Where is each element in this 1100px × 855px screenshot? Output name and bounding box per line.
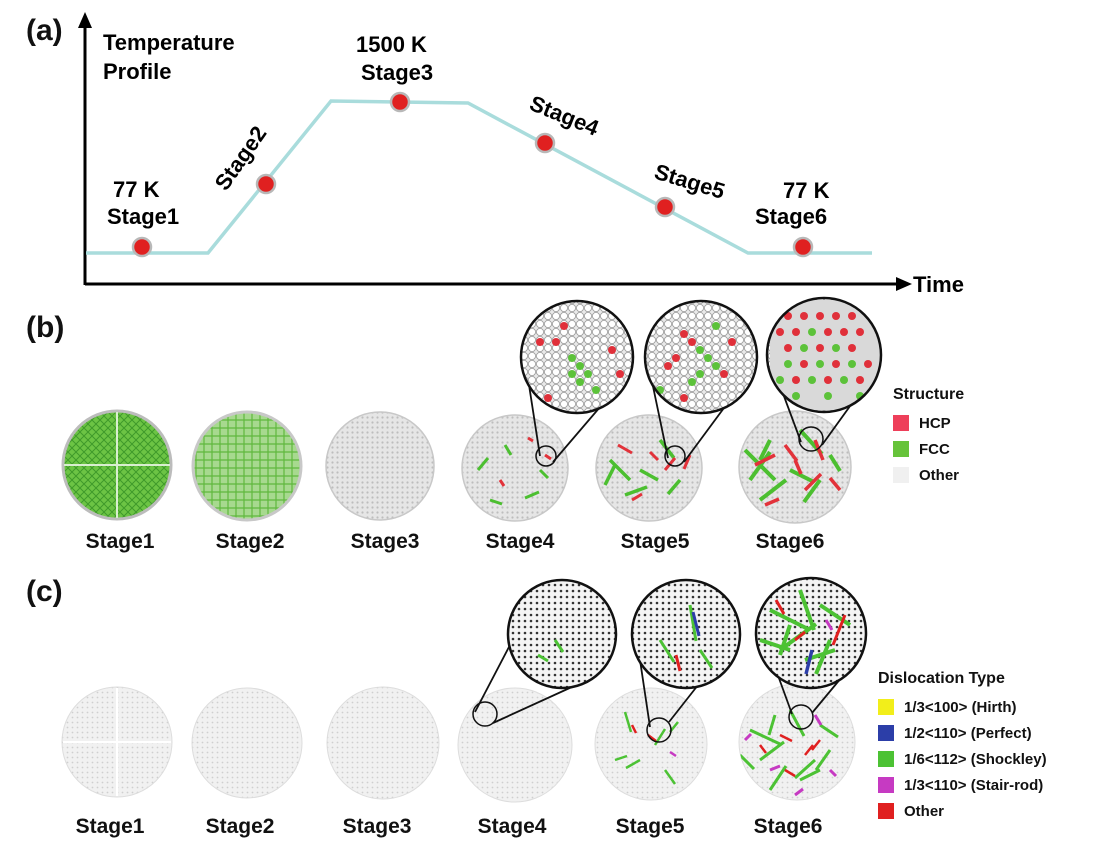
stage3-temp: 1500 K xyxy=(356,32,427,57)
stage5-dislocation-zoom-region xyxy=(646,717,672,743)
legend-label: HCP xyxy=(919,414,951,432)
dislocation-legend: Dislocation Type 1/3<100> (Hirth) 1/2<11… xyxy=(878,670,1047,824)
other-dislocation-swatch xyxy=(878,803,894,819)
legend-item-hcp: HCP xyxy=(893,410,964,436)
legend-label: 1/2<110> (Perfect) xyxy=(904,724,1032,742)
structure-sphere-stage5 xyxy=(595,414,703,522)
stage2-point xyxy=(255,173,277,195)
stage6-dislocation-zoom-region xyxy=(788,704,814,730)
panel-label-a: (a) xyxy=(26,14,63,47)
stage3-point xyxy=(389,91,411,113)
time-axis-label: Time xyxy=(913,272,964,297)
stage6-defects xyxy=(743,428,842,507)
panel-label-c: (c) xyxy=(26,575,63,608)
structure-spheres xyxy=(61,296,883,524)
legend-item-other: Other xyxy=(893,462,964,488)
profile-title-line1: Temperature xyxy=(103,30,235,55)
structure-stage-label: Stage1 xyxy=(85,530,155,553)
dislocation-sphere-stage3 xyxy=(326,686,440,800)
stage1-point xyxy=(131,236,153,258)
legend-item-other-dislocation: Other xyxy=(878,798,1047,824)
stage6-dislocations xyxy=(739,709,839,797)
structure-legend-title: Structure xyxy=(893,386,965,403)
dislocation-stage-label: Stage3 xyxy=(342,815,412,838)
stage6-temp: 77 K xyxy=(783,178,830,203)
structure-zoom-stage6 xyxy=(765,296,883,414)
temperature-curve xyxy=(86,99,872,255)
stage6-label: Stage6 xyxy=(755,204,827,229)
structure-stage-label: Stage2 xyxy=(215,530,285,553)
temperature-profile-plot: Temperature Profile Time 77 K Stage1 Sta… xyxy=(78,12,964,297)
structure-stage-label: Stage4 xyxy=(485,530,555,553)
structure-stage-label: Stage6 xyxy=(755,530,825,553)
other-swatch xyxy=(893,467,909,483)
dislocation-zoom-stage5 xyxy=(630,578,742,690)
hcp-swatch xyxy=(893,415,909,431)
stage4-zoom-region xyxy=(535,445,557,467)
dislocation-stage-label: Stage5 xyxy=(615,815,685,838)
dislocation-legend-title: Dislocation Type xyxy=(878,670,1005,687)
stage1-label: Stage1 xyxy=(107,204,179,229)
structure-zoom-stage5 xyxy=(643,299,759,415)
legend-label: 1/3<100> (Hirth) xyxy=(904,698,1017,716)
legend-label: 1/3<110> (Stair-rod) xyxy=(904,776,1044,794)
legend-label: Other xyxy=(904,802,945,820)
stage3-label: Stage3 xyxy=(361,60,433,85)
dislocation-stage-label: Stage1 xyxy=(75,815,145,838)
stage4-dislocation-zoom-region xyxy=(472,701,498,727)
y-axis-arrow xyxy=(78,12,92,28)
hirth-swatch xyxy=(878,699,894,715)
stage1-temp: 77 K xyxy=(113,177,160,202)
profile-title-line2: Profile xyxy=(103,59,171,84)
stage4-defects xyxy=(476,436,552,506)
structure-zoom-stage4 xyxy=(519,299,635,415)
stage5-dislocations xyxy=(614,711,679,785)
legend-label: 1/6<112> (Shockley) xyxy=(904,750,1047,768)
dislocation-stage-label: Stage2 xyxy=(205,815,275,838)
dislocation-sphere-stage6 xyxy=(738,683,856,801)
dislocation-sphere-stage5 xyxy=(594,687,708,801)
legend-label: Other xyxy=(919,466,960,484)
legend-item-hirth: 1/3<100> (Hirth) xyxy=(878,694,1047,720)
shockley-swatch xyxy=(878,751,894,767)
structure-sphere-stage4 xyxy=(461,414,569,522)
structure-sphere-stage2 xyxy=(191,410,303,522)
dislocation-zoom-stage4 xyxy=(506,578,618,690)
stage5-point xyxy=(654,196,676,218)
dislocation-stage-label: Stage4 xyxy=(477,815,547,838)
legend-label: FCC xyxy=(919,440,950,458)
zoom-connector xyxy=(639,659,651,728)
stage-points xyxy=(131,91,814,258)
dislocation-spheres xyxy=(61,576,868,803)
dislocation-sphere-stage2 xyxy=(191,687,303,799)
panel-label-b: (b) xyxy=(26,311,65,344)
legend-item-perfect: 1/2<110> (Perfect) xyxy=(878,720,1047,746)
stage6-point xyxy=(792,236,814,258)
structure-stage-label: Stage3 xyxy=(350,530,420,553)
stage5-zoom-region xyxy=(664,445,686,467)
stage4-point xyxy=(534,132,556,154)
perfect-swatch xyxy=(878,725,894,741)
legend-item-shockley: 1/6<112> (Shockley) xyxy=(878,746,1047,772)
structure-sphere-stage3 xyxy=(325,411,435,521)
stage4-label: Stage4 xyxy=(526,90,603,140)
legend-item-stair-rod: 1/3<110> (Stair-rod) xyxy=(878,772,1047,798)
dislocation-sphere-stage4 xyxy=(457,687,573,803)
structure-stage-label: Stage5 xyxy=(620,530,690,553)
structure-legend: Structure HCP FCC Other xyxy=(893,386,964,488)
legend-item-fcc: FCC xyxy=(893,436,964,462)
fcc-swatch xyxy=(893,441,909,457)
dislocation-zoom-stage6 xyxy=(754,576,868,690)
stair-rod-swatch xyxy=(878,777,894,793)
dislocation-stage-label: Stage6 xyxy=(753,815,823,838)
x-axis-arrow xyxy=(896,277,912,291)
